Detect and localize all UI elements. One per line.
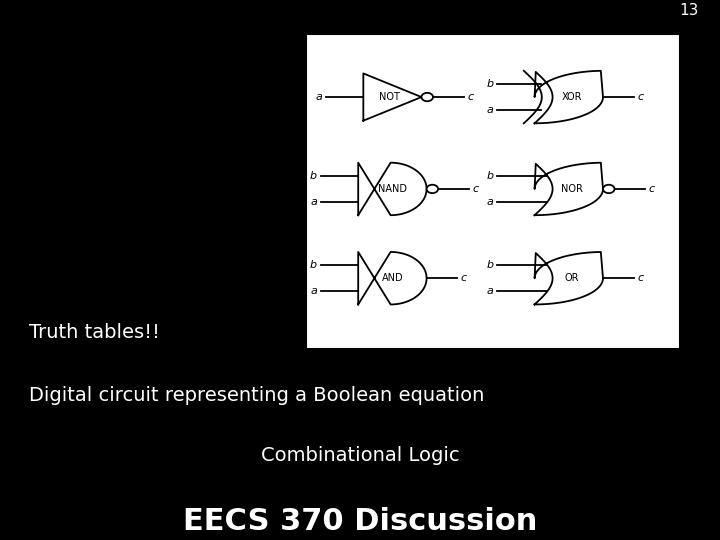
Polygon shape (364, 73, 421, 120)
Text: Combinational Logic: Combinational Logic (261, 446, 459, 465)
Text: NAND: NAND (378, 184, 407, 194)
Text: c: c (467, 92, 474, 102)
Polygon shape (359, 163, 426, 215)
Polygon shape (534, 252, 603, 305)
Circle shape (421, 93, 433, 101)
Text: c: c (649, 184, 655, 194)
Text: c: c (472, 184, 479, 194)
Text: a: a (315, 92, 322, 102)
Text: b: b (486, 260, 493, 270)
Text: a: a (487, 197, 493, 207)
Polygon shape (534, 163, 603, 215)
Text: c: c (461, 273, 467, 283)
Text: a: a (310, 286, 317, 296)
Circle shape (426, 185, 438, 193)
Text: XOR: XOR (562, 92, 582, 102)
Text: b: b (486, 79, 493, 89)
Text: c: c (637, 92, 644, 102)
Text: 13: 13 (679, 3, 698, 18)
Text: AND: AND (382, 273, 403, 283)
Text: Digital circuit representing a Boolean equation: Digital circuit representing a Boolean e… (29, 386, 484, 405)
Text: a: a (487, 286, 493, 296)
Text: OR: OR (565, 273, 580, 283)
Polygon shape (534, 71, 603, 123)
Text: NOR: NOR (562, 184, 583, 194)
Text: Truth tables!!: Truth tables!! (29, 323, 160, 342)
Text: a: a (487, 105, 493, 115)
Text: b: b (486, 171, 493, 181)
FancyBboxPatch shape (306, 34, 680, 349)
Circle shape (603, 185, 615, 193)
Text: b: b (310, 260, 317, 270)
Text: EECS 370 Discussion: EECS 370 Discussion (183, 507, 537, 536)
Polygon shape (359, 252, 426, 305)
Text: b: b (310, 171, 317, 181)
Text: NOT: NOT (379, 92, 400, 102)
Text: a: a (310, 197, 317, 207)
Text: c: c (637, 273, 644, 283)
